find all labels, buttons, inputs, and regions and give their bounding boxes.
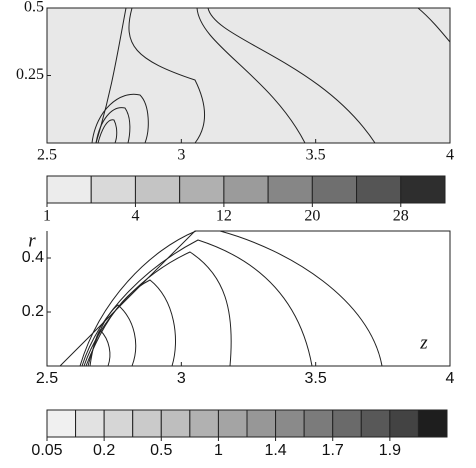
contour-region [46, 7, 306, 144]
colorbar-box [132, 409, 162, 438]
colorbar-tick-label: 1 [43, 208, 51, 225]
colorbar-box [46, 409, 77, 438]
colorbar-tick-label: 28 [393, 208, 409, 225]
axis-lines [46, 231, 450, 367]
colorbar-box [246, 409, 277, 438]
contour-region [81, 239, 313, 367]
contour-region [91, 93, 149, 144]
y-tick-label: 0.5 [24, 0, 44, 16]
colorbar-box [360, 409, 391, 438]
x-axis-label: z [419, 332, 428, 353]
colorbar-box [267, 175, 313, 204]
x-tick-label: 3 [177, 370, 186, 387]
contour-region [97, 119, 118, 144]
colorbar-tick-label: 0.05 [31, 442, 62, 459]
colorbar-box [417, 409, 448, 438]
x-tick-label: 3.5 [305, 370, 327, 387]
colorbar-box [223, 175, 269, 204]
colorbar-tick-label: 1.9 [379, 442, 401, 459]
x-tick-label: 2.5 [36, 370, 58, 387]
colorbar-box [356, 175, 402, 204]
panel-bottom: r z 2.5 3 3.5 4 0.2 0.4 0.05 0.2 0.5 1 1.4 1.7 1.9 [22, 230, 455, 459]
colorbar-box [400, 175, 446, 204]
x-tick-label: 4 [446, 147, 454, 164]
colorbar-box [103, 409, 134, 438]
colorbar-box [303, 409, 334, 438]
colorbar-tick-label: 4 [131, 208, 139, 225]
contour-region [46, 7, 205, 144]
x-tick-label: 4 [446, 370, 455, 387]
y-tick-label: 0.2 [22, 303, 44, 320]
colorbar-tick-label: 1.4 [264, 442, 286, 459]
colorbar-box [179, 175, 225, 204]
colorbar-box [332, 409, 362, 438]
colorbar-tick-label: 0.2 [93, 442, 115, 459]
colorbar-box [389, 409, 419, 438]
colorbar-tick-label: 0.5 [150, 442, 172, 459]
colorbar-box [46, 175, 92, 204]
colorbar-box [75, 409, 105, 438]
colorbar-box [160, 409, 191, 438]
colorbar-box [275, 409, 305, 438]
colorbar-box [134, 175, 181, 204]
colorbar-tick-label: 20 [304, 208, 320, 225]
x-tick-label: 3 [177, 147, 185, 164]
colorbar-tick-label: 1.7 [322, 442, 344, 459]
y-tick-label: 0.25 [16, 66, 44, 83]
colorbar-box [90, 175, 136, 204]
contour-region [46, 7, 376, 144]
colorbar-box [311, 175, 358, 204]
colorbar-box [189, 409, 219, 438]
colorbar-box [217, 409, 248, 438]
panel-top: 2.5 3 3.5 4 0.25 0.5 1 4 12 20 28 [16, 0, 454, 225]
contour-region [58, 230, 451, 367]
colorbar-tick-label: 1 [214, 442, 223, 459]
contour-region [95, 107, 131, 144]
colorbar-tick-label: 12 [216, 208, 232, 225]
y-axis-label: r [28, 230, 36, 251]
x-tick-label: 2.5 [37, 147, 57, 164]
x-tick-label: 3.5 [306, 147, 326, 164]
y-tick-label: 0.4 [22, 249, 44, 266]
